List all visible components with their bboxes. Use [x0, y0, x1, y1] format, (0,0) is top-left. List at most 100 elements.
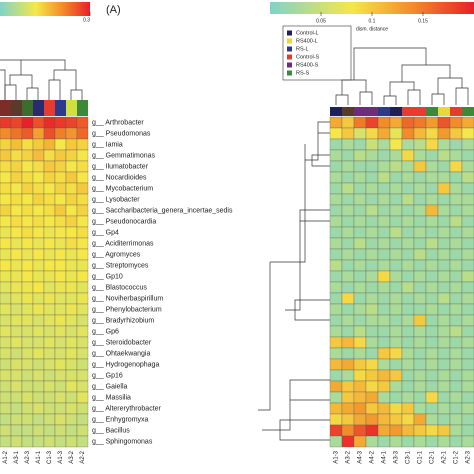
cell — [341, 171, 355, 184]
cell — [377, 237, 391, 250]
cell — [341, 358, 355, 371]
cell — [32, 336, 45, 349]
cell — [65, 281, 78, 294]
cell — [329, 270, 343, 283]
cell — [413, 369, 427, 382]
cell — [449, 138, 463, 151]
cell — [21, 413, 34, 426]
cell — [0, 424, 12, 437]
cell — [401, 402, 415, 415]
cell — [425, 303, 439, 316]
cell — [437, 292, 451, 305]
cell — [449, 424, 463, 437]
cell — [413, 116, 427, 129]
cell — [377, 413, 391, 426]
cell — [437, 270, 451, 283]
cell — [0, 303, 12, 316]
cell — [65, 325, 78, 338]
cell — [389, 160, 403, 173]
cell — [413, 325, 427, 338]
legend-label: RS400-L — [296, 38, 318, 44]
cell — [437, 127, 451, 140]
cell — [365, 193, 379, 206]
cell — [32, 303, 45, 316]
cell — [365, 149, 379, 162]
cell — [461, 369, 474, 382]
cell — [65, 160, 78, 173]
cell — [54, 127, 67, 140]
cell — [437, 391, 451, 404]
cell — [341, 204, 355, 217]
cell — [65, 138, 78, 151]
row-label: g__ Altererythrobacter — [92, 405, 162, 412]
cell — [365, 237, 379, 250]
cell — [76, 314, 89, 327]
cell — [389, 149, 403, 162]
cell — [449, 226, 463, 239]
cell — [461, 336, 474, 349]
column-group — [426, 107, 438, 116]
cell — [353, 160, 367, 173]
cell — [461, 391, 474, 404]
cell — [32, 380, 45, 393]
cell — [425, 347, 439, 360]
cell — [437, 325, 451, 338]
cell — [437, 248, 451, 261]
cell — [401, 226, 415, 239]
cell — [425, 248, 439, 261]
cell — [32, 314, 45, 327]
cell — [377, 171, 391, 184]
cell — [43, 248, 56, 261]
column-group — [402, 107, 414, 116]
row-label: g__ Gp10 — [92, 273, 123, 280]
row-label: g__ Sphingomonas — [92, 438, 153, 445]
cell — [353, 292, 367, 305]
cell — [329, 149, 343, 162]
cell — [0, 402, 12, 415]
cell — [341, 314, 355, 327]
cell — [461, 281, 474, 294]
cell — [461, 226, 474, 239]
cell — [0, 270, 12, 283]
cell — [43, 314, 56, 327]
row-label: g__ Pseudonocardia — [92, 218, 156, 225]
cell — [365, 292, 379, 305]
colorbar — [270, 2, 474, 14]
column-label: C1-1 — [418, 450, 424, 464]
cell — [353, 380, 367, 393]
row-label: g__ Saccharibacteria_genera_incertae_sed… — [92, 207, 233, 214]
cell — [425, 226, 439, 239]
cell — [377, 138, 391, 151]
cell — [413, 127, 427, 140]
cell — [329, 391, 343, 404]
column-label: A1-2 — [3, 450, 9, 463]
cell — [437, 281, 451, 294]
column-group — [77, 100, 88, 116]
cell — [10, 303, 23, 316]
row-label: g__ Blastococcus — [92, 284, 147, 291]
cell — [10, 182, 23, 195]
cell — [353, 391, 367, 404]
cell — [329, 435, 343, 448]
cell — [461, 171, 474, 184]
column-label: C3-1 — [406, 450, 412, 464]
panel-label: (A) — [106, 4, 121, 16]
cell — [461, 127, 474, 140]
cell — [0, 237, 12, 250]
cell — [461, 347, 474, 360]
column-group — [438, 107, 450, 116]
cell — [449, 171, 463, 184]
cell — [65, 215, 78, 228]
cell — [449, 325, 463, 338]
cell — [353, 116, 367, 129]
cell — [413, 193, 427, 206]
column-label: C2-1 — [430, 450, 436, 464]
cell — [437, 314, 451, 327]
cell — [76, 358, 89, 371]
cell — [329, 424, 343, 437]
cell — [389, 391, 403, 404]
cell — [365, 413, 379, 426]
cell — [425, 369, 439, 382]
cell — [0, 182, 12, 195]
cell — [401, 435, 415, 448]
